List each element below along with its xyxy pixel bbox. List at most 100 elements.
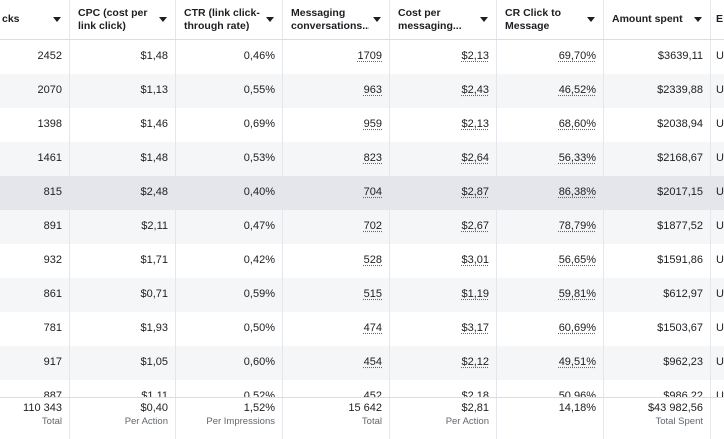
cell-value[interactable]: 56,33% [558, 152, 596, 164]
cell-value[interactable]: 86,38% [558, 186, 596, 198]
table-header: cks CPC (cost per link click) CTR (link … [0, 0, 724, 40]
cell-value[interactable]: $3,17 [461, 322, 489, 334]
cell-value[interactable]: 963 [363, 84, 382, 96]
cell-messaging-conversations[interactable]: 528 [283, 244, 390, 278]
total-label: Per Action [124, 416, 168, 427]
cell-value[interactable]: 702 [363, 220, 382, 232]
cell-messaging-conversations[interactable]: 1709 [283, 40, 390, 74]
cell-messaging-conversations[interactable]: 474 [283, 312, 390, 346]
cell-cr-click-to-message[interactable]: 68,60% [497, 108, 604, 142]
cell-cost-per-messaging[interactable]: $2,43 [390, 74, 497, 108]
cell-cr-click-to-message[interactable]: 69,70% [497, 40, 604, 74]
cell-messaging-conversations[interactable]: 959 [283, 108, 390, 142]
table-row[interactable]: 2070 $1,13 0,55% 963 $2,43 46,52% $2339,88 U [0, 74, 724, 108]
cell-messaging-conversations[interactable]: 454 [283, 346, 390, 380]
cell-value[interactable]: 959 [363, 118, 382, 130]
cell-value[interactable]: 454 [363, 356, 382, 368]
cell-value: 0,42% [243, 254, 275, 266]
cell-value[interactable]: $2,43 [461, 84, 489, 96]
table-row[interactable]: 917 $1,05 0,60% 454 $2,12 49,51% $962,23 U [0, 346, 724, 380]
cell-value[interactable]: $2,64 [461, 152, 489, 164]
column-header-messaging-conversations[interactable]: Messaging conversations... [283, 0, 390, 39]
cell-cost-per-messaging[interactable]: $1,19 [390, 278, 497, 312]
cell-value: 781 [43, 322, 62, 334]
cell-cr-click-to-message[interactable]: 46,52% [497, 74, 604, 108]
cell-cr-click-to-message[interactable]: 60,69% [497, 312, 604, 346]
cell-cr-click-to-message[interactable]: 56,33% [497, 142, 604, 176]
sort-caret-icon[interactable] [694, 17, 702, 22]
cell-cr-click-to-message[interactable]: 78,79% [497, 210, 604, 244]
cell-value[interactable]: 515 [363, 288, 382, 300]
cell-value[interactable]: $3,01 [461, 254, 489, 266]
cell-cost-per-messaging[interactable]: $2,64 [390, 142, 497, 176]
cell-value: $2339,88 [657, 84, 703, 96]
cell-messaging-conversations[interactable]: 702 [283, 210, 390, 244]
cell-value[interactable]: $2,13 [461, 118, 489, 130]
cell-value: $962,23 [663, 356, 703, 368]
cell-value: 891 [43, 220, 62, 232]
cell-value[interactable]: $2,67 [461, 220, 489, 232]
cell-cost-per-messaging[interactable]: $2,87 [390, 176, 497, 210]
table-row[interactable]: 932 $1,71 0,42% 528 $3,01 56,65% $1591,86 U [0, 244, 724, 278]
cell-value[interactable]: 56,65% [558, 254, 596, 266]
cell-cpc: $2,11 [70, 210, 176, 244]
cell-messaging-conversations[interactable]: 823 [283, 142, 390, 176]
column-header-truncated[interactable]: E [711, 0, 724, 39]
cell-value[interactable]: 474 [363, 322, 382, 334]
sort-caret-icon[interactable] [159, 17, 167, 22]
cell-cr-click-to-message[interactable]: 86,38% [497, 176, 604, 210]
column-header-ctr[interactable]: CTR (link click-through rate) [176, 0, 283, 39]
column-header-link-clicks[interactable]: cks [0, 0, 70, 39]
sort-caret-icon[interactable] [587, 17, 595, 22]
cell-messaging-conversations[interactable]: 704 [283, 176, 390, 210]
table-row[interactable]: 1398 $1,46 0,69% 959 $2,13 68,60% $2038,94 U [0, 108, 724, 142]
cell-value[interactable]: 46,52% [558, 84, 596, 96]
cell-value[interactable]: 823 [363, 152, 382, 164]
table-row[interactable]: 815 $2,48 0,40% 704 $2,87 86,38% $2017,15 U [0, 176, 724, 210]
cell-cost-per-messaging[interactable]: $2,12 [390, 346, 497, 380]
cell-cr-click-to-message[interactable]: 56,65% [497, 244, 604, 278]
table-row[interactable]: 1461 $1,48 0,53% 823 $2,64 56,33% $2168,67 U [0, 142, 724, 176]
cell-cost-per-messaging[interactable]: $2,13 [390, 40, 497, 74]
cell-value: $612,97 [663, 288, 703, 300]
cell-cr-click-to-message[interactable]: 59,81% [497, 278, 604, 312]
cell-amount-spent: $1503,67 [604, 312, 711, 346]
cell-messaging-conversations[interactable]: 515 [283, 278, 390, 312]
total-label: Per Action [445, 416, 489, 427]
cell-truncated: U [711, 176, 724, 210]
cell-value[interactable]: 68,60% [558, 118, 596, 130]
cell-value[interactable]: $1,19 [461, 288, 489, 300]
column-header-cr-click-to-message[interactable]: CR Click to Message [497, 0, 604, 39]
cell-value[interactable]: 59,81% [558, 288, 596, 300]
cell-value[interactable]: 69,70% [558, 50, 596, 62]
cell-cost-per-messaging[interactable]: $2,67 [390, 210, 497, 244]
sort-caret-icon[interactable] [266, 17, 274, 22]
sort-caret-icon[interactable] [53, 17, 61, 22]
column-header-cost-per-messaging[interactable]: Cost per messaging... [390, 0, 497, 39]
sort-caret-icon[interactable] [373, 17, 381, 22]
cell-value[interactable]: $2,87 [461, 186, 489, 198]
cell-cost-per-messaging[interactable]: $3,17 [390, 312, 497, 346]
cell-cost-per-messaging[interactable]: $3,01 [390, 244, 497, 278]
cell-value[interactable]: $2,12 [461, 356, 489, 368]
cell-value[interactable]: 49,51% [558, 356, 596, 368]
cell-value[interactable]: 704 [363, 186, 382, 198]
cell-cost-per-messaging[interactable]: $2,13 [390, 108, 497, 142]
cell-value[interactable]: 60,69% [558, 322, 596, 334]
cell-value[interactable]: 528 [363, 254, 382, 266]
cell-value[interactable]: 1709 [357, 50, 382, 62]
table-row[interactable]: 861 $0,71 0,59% 515 $1,19 59,81% $612,97 U [0, 278, 724, 312]
table-row[interactable]: 2452 $1,48 0,46% 1709 $2,13 69,70% $3639,11 U [0, 40, 724, 74]
cell-cr-click-to-message[interactable]: 49,51% [497, 346, 604, 380]
cell-value[interactable]: $2,13 [461, 50, 489, 62]
column-header-cpc[interactable]: CPC (cost per link click) [70, 0, 176, 39]
cell-cpc: $1,46 [70, 108, 176, 142]
column-header-amount-spent[interactable]: Amount spent [604, 0, 711, 39]
cell-value: 1461 [37, 152, 62, 164]
sort-caret-icon[interactable] [480, 17, 488, 22]
cell-value[interactable]: 78,79% [558, 220, 596, 232]
table-row[interactable]: 891 $2,11 0,47% 702 $2,67 78,79% $1877,52 U [0, 210, 724, 244]
table-row[interactable]: 781 $1,93 0,50% 474 $3,17 60,69% $1503,67 U [0, 312, 724, 346]
cell-messaging-conversations[interactable]: 963 [283, 74, 390, 108]
cell-value: $1,13 [140, 84, 168, 96]
